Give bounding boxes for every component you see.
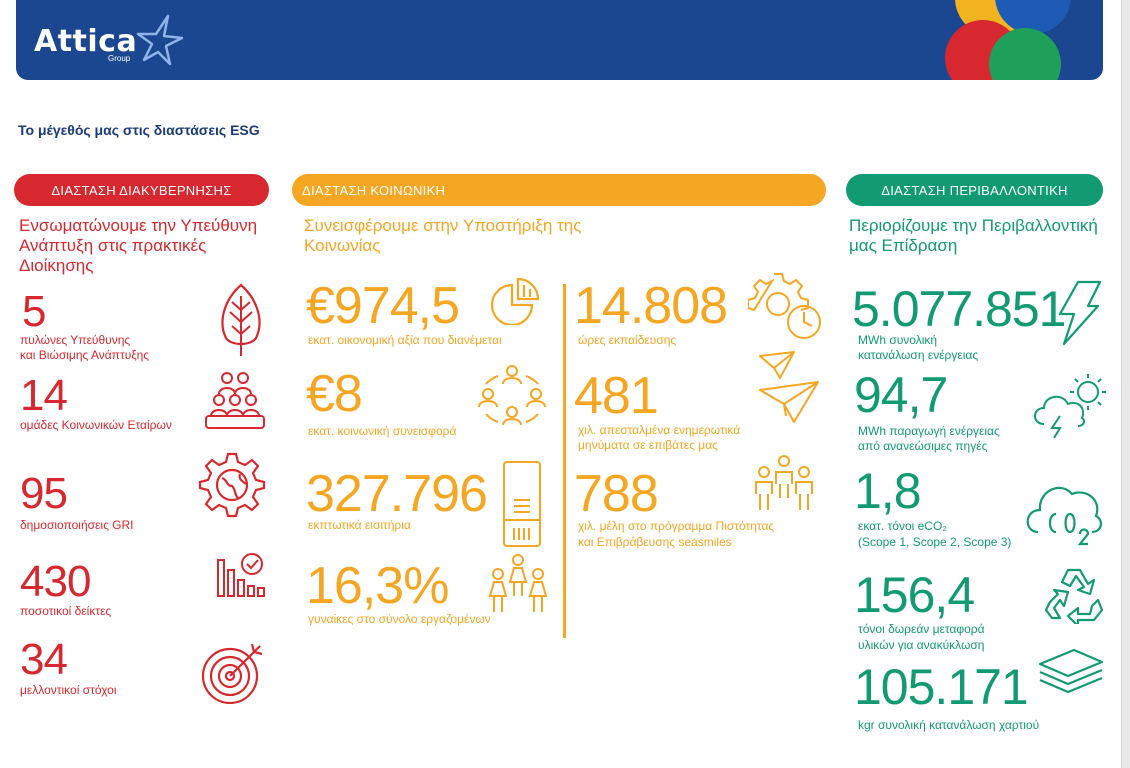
environmental-stat-label: kgr συνολική κατανάλωση χαρτιού [858,718,1040,732]
social-heading: Συνεισφέρουμε στην Υποστήριξη της Κοινων… [304,216,582,255]
logo-subtext: Group [108,54,131,63]
lightning-icon [1058,280,1102,346]
social-stat-label: χιλ. απεσταλμένα ενημερωτικά [578,423,741,437]
scrollbar-track[interactable] [1121,0,1130,768]
social-stat-value: €974,5 [306,277,460,335]
social-stat-value: 327.796 [306,465,488,523]
governance-stat-value: 95 [20,469,68,518]
governance-stat-value: 34 [20,635,68,684]
paper-stack-icon [1038,648,1104,694]
paper-plane-icon [759,351,819,423]
environmental-heading: Περιορίζουμε την Περιβαλλοντική μας Επίδ… [849,216,1098,255]
governance-stat-label: πυλώνες Υπεύθυνης [20,333,131,347]
governance-heading: Ενσωματώνουμε την Υπεύθυνη Ανάπτυξη στις… [19,216,258,275]
governance-stat-label: μελλοντικοί στόχοι [20,683,117,697]
social-dimension-pill: ΔΙΑΣΤΑΣΗ ΚΟΙΝΩΝΙΚΗ [292,174,826,206]
governance-stat-value: 430 [20,557,91,606]
governance-stat-label: δημοσιοποιήσεις GRI [20,518,134,532]
environmental-stat-label: εκατ. τόνοι eCO₂ [858,519,947,533]
environmental-stat-value: 156,4 [854,567,975,623]
star-icon [136,14,184,66]
environmental-stat-label: τόνοι δωρεάν μεταφορά [858,622,985,636]
social-stat-label: εκπτωτικά εισιτήρια [308,518,411,532]
governance-dimension-pill: ΔΙΑΣΤΑΣΗ ΔΙΑΚΥΒΕΡΝΗΣΗΣ [14,174,269,206]
decorative-circles-icon [945,0,1071,80]
social-stat-label: χιλ. μέλη στο πρόγραμμα Πιστότητας [578,519,775,533]
target-icon [201,643,263,704]
environmental-stat-label: (Scope 1, Scope 2, Scope 3) [858,535,1012,549]
environmental-dimension-pill: ΔΙΑΣΤΑΣΗ ΠΕΡΙΒΑΛΛΟΝΤΙΚΗ [846,174,1103,206]
logo-text: Attica [34,24,138,59]
social-column-divider [563,284,566,638]
environmental-stat-value: 105.171 [854,659,1029,715]
community-network-icon [478,365,546,426]
social-stat-value: 16,3% [306,557,449,615]
attica-group-logo[interactable]: Attica Group [34,14,194,70]
environmental-stat-label: κατανάλωση ενέργειας [858,348,979,362]
environmental-stat-label: MWh παραγωγή ενέργειας [858,424,1000,438]
pie-chart-icon [490,277,540,325]
ticket-icon [503,461,541,547]
people-group-icon [205,372,265,429]
environmental-stat-value: 1,8 [854,463,922,519]
sun-cloud-bolt-icon [1034,374,1106,438]
social-stat-value: 788 [574,465,659,523]
social-stat-label: εκατ. κοινωνική συνεισφορά [308,424,457,438]
recycle-icon [1044,568,1104,624]
social-stat-label: μηνύματα σε επιβάτες μας [578,438,718,452]
environmental-stat-value: 94,7 [854,367,948,423]
page-title: Το μέγεθός μας στις διαστάσεις ESG [18,122,260,138]
social-stat-value: €8 [306,365,363,423]
governance-stat-value: 14 [20,371,68,420]
gear-globe-icon [198,452,266,518]
bar-chart-check-icon [217,553,265,597]
women-group-icon [488,554,548,612]
governance-stat-value: 5 [22,287,47,336]
social-stat-label: ώρες εκπαίδευσης [578,333,677,347]
social-stat-label: εκατ. οικονομική αξία που διανέμεται [308,333,502,347]
governance-stat-label: και Βιώσιμης Ανάπτυξης [20,348,150,362]
social-stat-label: γυναίκες στο σύνολο εργαζομένων [308,612,491,626]
environmental-stat-label: από ανανεώσιμες πηγές [858,439,988,453]
governance-stat-label: ομάδες Κοινωνικών Εταίρων [20,418,172,432]
environmental-stat-value: 5.077.851 [852,281,1066,337]
social-stat-value: 481 [574,367,659,425]
governance-stat-label: ποσοτικοί δείκτες [20,604,112,618]
tree-icon [221,283,261,356]
social-stat-value: 14.808 [574,277,728,335]
members-group-icon [755,455,813,510]
header-banner: Attica Group [16,0,1103,80]
environmental-stat-label: υλικών για ανακύκλωση [858,638,985,652]
environmental-stat-label: MWh συνολική [858,333,938,347]
gear-clock-icon [748,273,821,339]
social-stat-label: και Επιβράβευσης seasmiles [578,535,732,549]
co2-cloud-icon [1026,486,1102,546]
